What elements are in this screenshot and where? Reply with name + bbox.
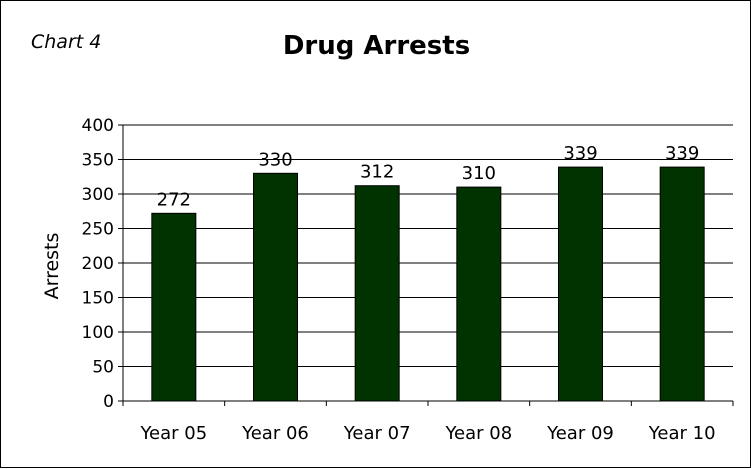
y-tick-label: 150: [82, 289, 114, 309]
y-tick-label: 100: [82, 323, 114, 343]
bar: [253, 172, 298, 402]
data-label: 312: [360, 162, 394, 183]
x-tick-label: Year 05: [139, 423, 207, 444]
bar: [354, 185, 400, 402]
bar: [558, 166, 603, 402]
y-tick-label: 350: [82, 151, 114, 171]
bar: [151, 212, 197, 402]
data-label: 272: [157, 189, 191, 210]
x-tick-label: Year 09: [546, 423, 614, 444]
data-label: 339: [563, 143, 597, 164]
y-axis-label: Arrests: [41, 233, 63, 300]
bar: [659, 166, 705, 402]
data-label: 310: [462, 163, 496, 184]
data-label: 330: [258, 149, 292, 170]
bar: [456, 186, 502, 402]
x-tick-label: Year 10: [648, 423, 716, 444]
data-label: 339: [665, 143, 699, 164]
chart-number-label: Chart 4: [31, 31, 102, 53]
y-tick-label: 50: [92, 358, 114, 378]
y-tick-label: 300: [82, 185, 114, 205]
y-tick-label: 400: [82, 116, 114, 136]
y-tick-label: 250: [82, 220, 114, 240]
x-tick-label: Year 06: [241, 423, 309, 444]
x-tick-label: Year 07: [343, 423, 411, 444]
x-tick-label: Year 08: [444, 423, 512, 444]
y-tick-label: 0: [103, 392, 114, 412]
chart-title: Drug Arrests: [282, 31, 471, 61]
y-tick-label: 200: [82, 254, 114, 274]
